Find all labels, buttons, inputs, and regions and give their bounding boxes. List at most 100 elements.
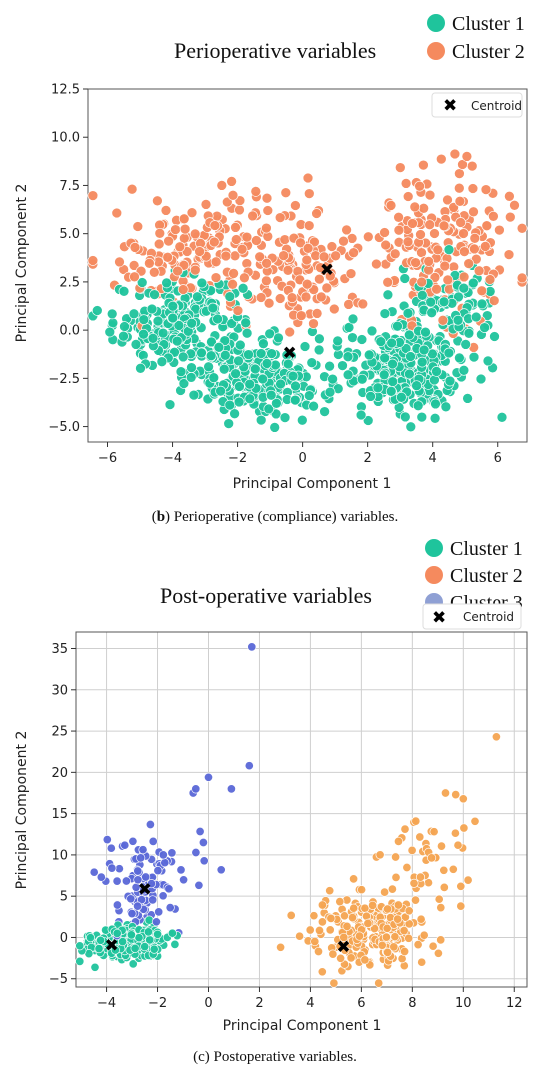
chart-b-point-series-2-1021 bbox=[302, 242, 314, 254]
chart-c-point-series-2-438 bbox=[314, 925, 325, 936]
chart-b-point-series-2-1209 bbox=[301, 278, 313, 290]
chart-b-point-series-1-1133 bbox=[212, 313, 223, 325]
chart-c-point-series-3-0 bbox=[106, 843, 116, 853]
chart-b-point-series-2-1128 bbox=[409, 201, 421, 213]
chart-b-point-series-1-1181 bbox=[157, 327, 169, 339]
chart-b-point-series-2-1010 bbox=[261, 222, 272, 234]
chart-c-point-series-2-699 bbox=[349, 903, 359, 913]
chart-b-point-series-1-1027 bbox=[438, 296, 450, 308]
chart-b-point-series-2-1235 bbox=[431, 283, 442, 295]
chart-c-point-series-1-713 bbox=[130, 943, 140, 953]
chart-c-point-series-2-235 bbox=[410, 895, 421, 905]
chart-b-point-series-2-515 bbox=[262, 205, 274, 216]
chart-b-point-series-1-1232 bbox=[327, 373, 338, 385]
chart-b-point-series-1-1170 bbox=[234, 381, 245, 392]
chart-c-point-series-3-551 bbox=[107, 863, 117, 873]
chart-b-point-series-1-1247 bbox=[404, 368, 415, 380]
chart-b-point-series-1-693 bbox=[203, 361, 214, 373]
chart-b-point-series-2-560 bbox=[488, 295, 500, 306]
chart-c-point-series-2-698 bbox=[440, 788, 451, 798]
chart-b-point-series-1-1183 bbox=[470, 311, 482, 323]
chart-c-point-series-2-527 bbox=[317, 917, 327, 927]
chart-b-point-series-1-452 bbox=[270, 408, 282, 420]
chart-b-point-series-1-881 bbox=[454, 352, 465, 364]
chart-b-point-series-2-871 bbox=[220, 250, 232, 262]
chart-b-point-series-1-1246 bbox=[463, 327, 475, 339]
chart-b-point-series-2-1142 bbox=[338, 235, 349, 247]
chart-b-x-tick-label-1: −4 bbox=[163, 451, 182, 466]
chart-b-x-tick-label-3: 0 bbox=[298, 451, 306, 466]
chart-b-point-series-1-1073 bbox=[149, 289, 160, 300]
chart-b-point-series-2-859 bbox=[458, 271, 470, 283]
chart-b-point-series-1-986 bbox=[128, 308, 140, 320]
chart-b-point-series-2-1068 bbox=[210, 256, 222, 268]
chart-b-point-series-1-1110 bbox=[233, 355, 244, 367]
chart-b-point-series-2-1057 bbox=[302, 172, 314, 184]
chart-c-point-series-3-429 bbox=[133, 866, 143, 876]
chart-b-point-series-2-1129 bbox=[389, 248, 401, 260]
chart-c-point-series-2-643 bbox=[360, 955, 370, 965]
chart-b-point-series-2-1116 bbox=[208, 236, 220, 248]
chart-c-point-series-2-696 bbox=[354, 931, 365, 941]
chart-b-point-series-1-675 bbox=[273, 332, 284, 344]
chart-b-point-series-1-1019 bbox=[164, 399, 176, 410]
chart-c-y-tick-label-1: 0 bbox=[60, 931, 68, 946]
chart-c-point-series-2-693 bbox=[427, 853, 437, 863]
chart-c-point-series-2-647 bbox=[415, 872, 426, 882]
chart-c-point-series-1-686 bbox=[134, 933, 144, 943]
chart-c-point-series-3-580 bbox=[121, 876, 131, 886]
chart-b-point-series-1-1213 bbox=[167, 300, 179, 312]
chart-b-point-series-1-1212 bbox=[173, 320, 185, 331]
chart-c-point-series-2-600 bbox=[400, 824, 410, 834]
chart-c-legend-label-1: Cluster 1 bbox=[450, 538, 523, 560]
chart-c-point-series-2-426 bbox=[391, 872, 401, 882]
chart-b-point-series-2-1002 bbox=[424, 189, 436, 201]
chart-b-point-series-1-915 bbox=[219, 335, 231, 346]
chart-b-point-series-2-702 bbox=[251, 235, 262, 246]
chart-b-point-series-2-809 bbox=[239, 272, 250, 284]
chart-c-point-series-3-223 bbox=[216, 865, 226, 875]
chart-b-point-series-1-374 bbox=[91, 305, 103, 316]
chart-c-point-series-2-465 bbox=[387, 884, 397, 894]
chart-b-point-series-2-553 bbox=[484, 274, 496, 285]
chart-b-point-series-1-801 bbox=[362, 415, 374, 426]
chart-b-point-series-1-1173 bbox=[224, 291, 236, 302]
chart-b-point-series-2-420 bbox=[170, 224, 181, 235]
chart-b-point-series-1-968 bbox=[275, 378, 286, 390]
chart-c-centroid-legend-marker: ✖ bbox=[432, 608, 446, 628]
chart-b-point-series-1-1201 bbox=[230, 368, 241, 380]
chart-b-centroid-1: ✖ bbox=[320, 260, 334, 280]
chart-c-point-series-3-18 bbox=[203, 772, 214, 782]
chart-c-point-series-2-154 bbox=[453, 840, 463, 850]
chart-b-centroid-legend: ✖ Centroid bbox=[431, 92, 523, 118]
chart-b-point-series-2-92 bbox=[326, 241, 338, 252]
chart-b-point-series-2-949 bbox=[309, 236, 320, 248]
chart-c-point-series-2-354 bbox=[393, 836, 404, 846]
chart-b-x-tick-label-5: 4 bbox=[429, 451, 437, 466]
chart-b-point-series-1-1204 bbox=[171, 335, 183, 347]
chart-c-point-series-3-491 bbox=[138, 845, 148, 855]
chart-b-point-series-1-857 bbox=[443, 347, 455, 359]
chart-b-point-series-1-1130 bbox=[249, 363, 261, 375]
chart-c-point-series-3-582 bbox=[164, 884, 174, 894]
chart-c-point-series-2-650 bbox=[404, 906, 414, 916]
chart-b-point-series-2-1049 bbox=[469, 243, 480, 255]
chart-b-point-series-2-276 bbox=[442, 194, 453, 206]
chart-b-point-series-2-944 bbox=[402, 191, 414, 202]
chart-c-point-series-3-359 bbox=[112, 900, 122, 910]
chart-c-point-series-2-536 bbox=[434, 894, 444, 904]
chart-b-point-series-2-499 bbox=[400, 178, 412, 189]
chart-c-point-series-2-71 bbox=[433, 948, 443, 958]
chart-b-point-series-2-623 bbox=[311, 308, 323, 319]
chart-c-point-series-2-684 bbox=[329, 978, 339, 988]
chart-b-point-series-2-667 bbox=[162, 251, 174, 263]
chart-b-point-series-1-1077 bbox=[482, 355, 494, 367]
chart-c-point-series-2-676 bbox=[439, 882, 449, 892]
chart-b-y-tick-label-5: 7.5 bbox=[59, 179, 80, 194]
chart-b-point-series-2-652 bbox=[429, 228, 440, 239]
chart-b-point-series-2-280 bbox=[341, 224, 352, 236]
chart-c-x-tick-label-4: 4 bbox=[306, 996, 314, 1011]
chart-b-title: Perioperative variables bbox=[174, 38, 376, 63]
chart-c-point-series-2-213 bbox=[451, 790, 461, 800]
